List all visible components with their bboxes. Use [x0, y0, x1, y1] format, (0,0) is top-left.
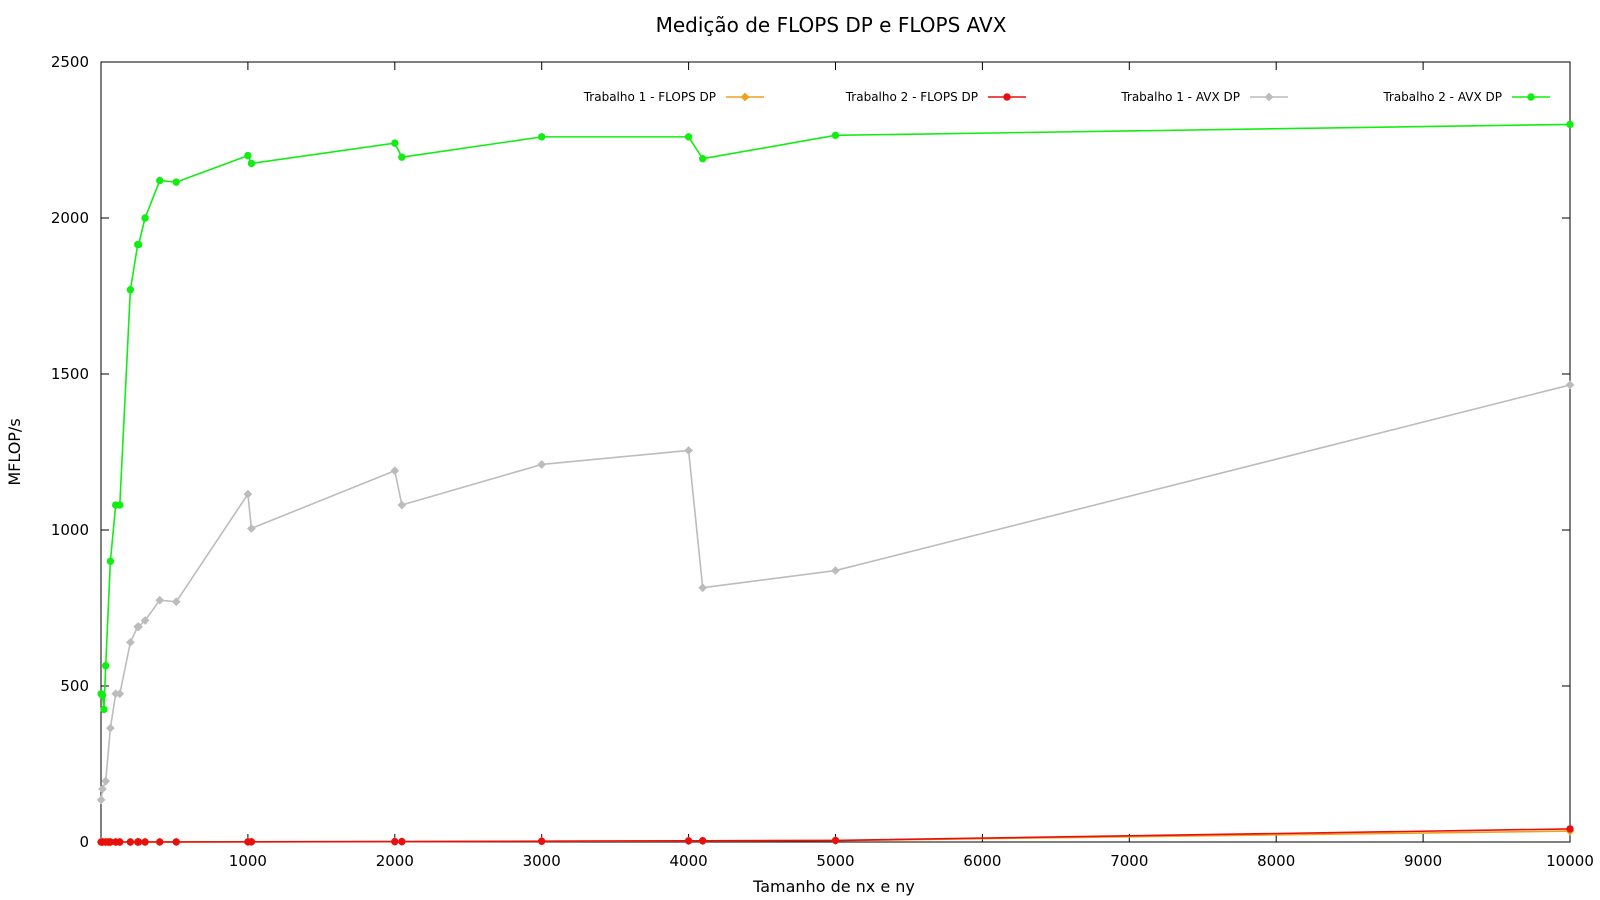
- data-point: [537, 460, 547, 469]
- data-point: [134, 622, 143, 632]
- data-point: [116, 501, 124, 509]
- data-point: [98, 691, 107, 700]
- data-point: [102, 662, 110, 670]
- x-tick-label: 10000: [1546, 852, 1594, 870]
- x-tick-label: 6000: [963, 852, 1001, 870]
- data-point: [106, 557, 115, 565]
- series-2: [97, 825, 1574, 846]
- series-lines: [96, 120, 1575, 847]
- data-point: [831, 131, 840, 140]
- y-tick-label: 2500: [51, 53, 89, 71]
- data-point: [538, 133, 546, 141]
- x-tick-label: 4000: [670, 852, 708, 870]
- x-tick-label: 7000: [1110, 852, 1148, 870]
- y-axis: 0 500 1000 1500 2000 2500: [51, 53, 1570, 851]
- y-tick-label: 1500: [51, 365, 89, 383]
- data-point: [126, 637, 135, 647]
- legend-swatch-marker: [1264, 92, 1274, 102]
- data-point: [155, 595, 165, 605]
- data-point: [1566, 120, 1574, 129]
- data-point: [244, 151, 252, 160]
- data-point: [538, 837, 546, 845]
- x-tick-label: 1000: [229, 852, 267, 870]
- x-tick-label: 2000: [376, 852, 414, 870]
- plot-border: [100, 61, 1571, 843]
- y-tick-label: 0: [79, 833, 89, 851]
- data-point: [398, 837, 406, 846]
- legend-item: Trabalho 2 - AVX DP: [1382, 90, 1550, 104]
- data-point: [699, 155, 707, 163]
- data-point: [141, 838, 149, 846]
- y-tick-label: 500: [60, 677, 89, 695]
- legend-label: Trabalho 1 - AVX DP: [1120, 90, 1240, 104]
- series-3: [96, 380, 1575, 805]
- data-point: [684, 837, 693, 845]
- data-point: [96, 795, 106, 805]
- data-point: [684, 133, 693, 141]
- data-point: [831, 566, 840, 575]
- data-point: [831, 836, 840, 845]
- data-point: [699, 837, 707, 845]
- legend-label: Trabalho 2 - FLOPS DP: [845, 90, 978, 104]
- data-point: [106, 723, 115, 733]
- legend-swatch-marker: [1003, 93, 1011, 101]
- data-point: [156, 838, 164, 846]
- legend-label: Trabalho 1 - FLOPS DP: [583, 90, 716, 104]
- y-tick-label: 1000: [51, 521, 89, 539]
- data-point: [115, 689, 125, 699]
- legend-item: Trabalho 1 - AVX DP: [1120, 90, 1288, 104]
- data-point: [1565, 380, 1575, 390]
- x-tick-label: 5000: [816, 852, 854, 870]
- x-tick-label: 8000: [1257, 852, 1295, 870]
- data-point: [247, 159, 256, 168]
- data-point: [141, 214, 149, 222]
- series-line: [100, 384, 1571, 800]
- data-point: [397, 500, 407, 510]
- data-point: [243, 489, 253, 499]
- y-axis-label: MFLOP/s: [5, 418, 24, 485]
- data-point: [126, 838, 135, 846]
- data-point: [156, 176, 164, 185]
- data-point: [172, 178, 180, 186]
- data-point: [116, 838, 124, 846]
- data-point: [390, 466, 400, 476]
- x-tick-label: 9000: [1404, 852, 1442, 870]
- legend-item: Trabalho 2 - FLOPS DP: [845, 90, 1026, 104]
- legend-item: Trabalho 1 - FLOPS DP: [583, 90, 764, 104]
- x-axis-label: Tamanho de nx e ny: [752, 877, 915, 896]
- y-tick-label: 2000: [51, 209, 89, 227]
- data-point: [140, 616, 150, 625]
- series-line: [100, 123, 1571, 711]
- chart-title: Medição de FLOPS DP e FLOPS AVX: [656, 13, 1007, 37]
- data-point: [134, 240, 143, 249]
- legend-swatch-marker: [1527, 93, 1535, 101]
- data-point: [171, 597, 181, 607]
- x-axis: 1000 2000 3000 4000 5000 6000 7000 8000 9000 1000…: [229, 62, 1594, 870]
- data-point: [1566, 825, 1574, 833]
- legend-label: Trabalho 2 - AVX DP: [1382, 90, 1502, 104]
- data-point: [172, 838, 180, 846]
- data-point: [101, 776, 111, 786]
- legend-swatch-marker: [740, 92, 750, 102]
- x-tick-label: 3000: [523, 852, 561, 870]
- data-point: [247, 838, 256, 846]
- data-point: [391, 139, 399, 147]
- series-4: [97, 120, 1574, 714]
- data-point: [391, 837, 399, 846]
- data-point: [98, 784, 107, 794]
- data-point: [247, 524, 256, 533]
- plot-frame: [100, 61, 1571, 843]
- data-point: [134, 838, 143, 846]
- data-point: [398, 153, 406, 161]
- data-point: [126, 286, 135, 294]
- legend: Trabalho 1 - FLOPS DP Trabalho 2 - FLOPS …: [583, 90, 1550, 104]
- data-point: [698, 583, 708, 593]
- data-point: [684, 446, 693, 455]
- data-point: [100, 705, 108, 714]
